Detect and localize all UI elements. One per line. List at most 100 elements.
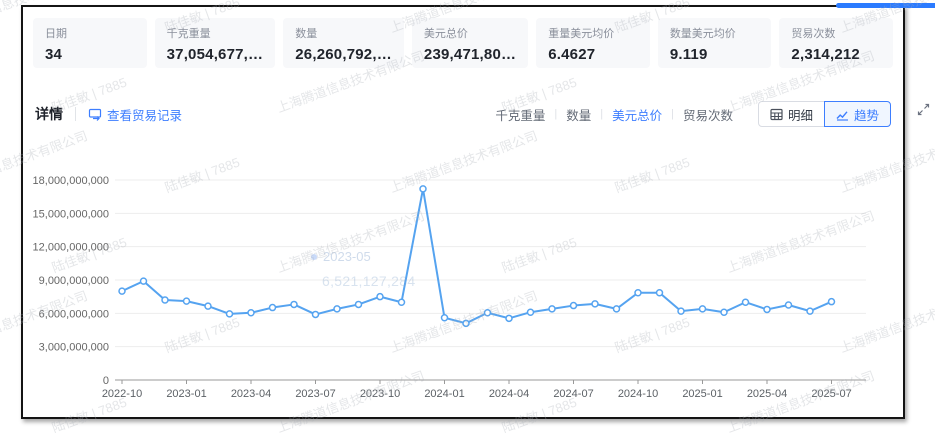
data-point-marker[interactable] [591,300,599,308]
data-point-marker[interactable] [462,319,470,328]
top-accent-bar [836,3,935,8]
data-point-marker[interactable] [784,301,793,309]
y-axis-tick-label: 15,000,000,000 [33,208,109,220]
card-value: 37,054,677,… [166,46,264,63]
summary-card: 数量美元均价 9.119 [657,18,772,68]
x-axis-tick-label: 2024-10 [618,388,658,400]
summary-card: 重量美元均价 6.4627 [536,18,650,68]
data-point-marker[interactable] [612,305,621,313]
card-value: 239,471,80… [423,46,517,63]
data-point-marker[interactable] [139,277,148,285]
metric-tab-4[interactable]: 贸易次数 [682,108,733,123]
data-point-marker[interactable] [354,300,363,309]
toggle-button-detail[interactable]: 明细 [757,101,825,127]
card-value: 34 [45,46,63,63]
y-axis-tick-label: 0 [103,375,109,387]
metric-tab-1[interactable]: 千克重量 [495,108,546,123]
summary-cards-row: 日期 34 千克重量 37,054,677,… 数量 26,260,792,… 美元总价 23… [23,7,903,68]
x-axis-tick-label: 2023-10 [360,388,400,400]
data-point-marker[interactable] [333,305,341,313]
x-axis-tick-label: 2022-10 [102,388,142,400]
x-axis-tick-label: 2023-07 [295,388,335,400]
table-icon [770,108,783,121]
toggle-button-label: 明细 [787,108,813,123]
data-point-marker[interactable] [225,310,234,318]
data-point-marker[interactable] [548,305,556,313]
trend-icon [836,108,849,121]
y-axis-tick-label: 6,000,000,000 [39,308,109,320]
data-point-marker[interactable] [720,308,728,316]
metric-tab-3[interactable]: 美元总价 [612,108,663,123]
data-point-marker[interactable] [311,310,320,319]
data-point-marker[interactable] [376,292,384,301]
data-point-marker[interactable] [290,300,298,309]
data-point-marker[interactable] [440,314,449,322]
x-axis-tick-label: 2023-04 [231,388,271,400]
view-trade-records-link[interactable]: 查看贸易记录 [88,105,182,124]
tab-separator: | [671,108,674,120]
toggle-button-trend[interactable]: 趋势 [823,101,891,127]
y-axis-tick-label: 9,000,000,000 [39,275,109,287]
summary-card: 日期 34 [33,18,147,68]
data-point-marker[interactable] [569,301,578,310]
data-point-marker[interactable] [483,309,492,317]
x-axis-tick-label: 2024-01 [424,388,464,400]
view-records-icon [88,107,102,121]
trend-line [121,187,832,325]
y-axis-tick-label: 18,000,000,000 [33,175,109,187]
data-point-marker[interactable] [268,303,277,312]
summary-card: 数量 26,260,792,… [283,18,404,68]
summary-card: 千克重量 37,054,677,… [154,18,276,68]
data-point-marker[interactable] [118,287,126,295]
data-point-marker[interactable] [698,305,707,313]
data-point-marker[interactable] [827,297,836,306]
detail-bar: 详情 查看贸易记录 千克重量 | 数量 | 美元总价 | 贸易次数 明细 趋势 [35,101,891,127]
card-value: 6.4627 [548,46,596,63]
trend-line-chart[interactable]: 0 3,000,000,000 6,000,000,000 9,000,000,000… [23,145,903,413]
y-axis-tick-label: 12,000,000,000 [33,242,109,254]
data-point-marker[interactable] [763,305,771,314]
summary-card: 贸易次数 2,314,212 [779,18,894,68]
data-point-marker[interactable] [204,302,212,310]
card-label: 日期 [45,28,67,40]
x-axis-tick-label: 2024-07 [553,388,593,400]
metric-tab-2[interactable]: 数量 [566,108,592,123]
data-point-marker[interactable] [741,298,750,306]
data-point-marker[interactable] [419,185,427,193]
card-value: 2,314,212 [791,46,860,63]
tab-separator: | [600,108,604,120]
x-axis-tick-label: 2023-01 [166,388,206,400]
data-point-marker[interactable] [247,309,255,317]
data-point-marker[interactable] [677,307,685,315]
toggle-button-label: 趋势 [853,108,879,123]
x-axis-tick-label: 2024-04 [489,388,529,400]
view-toggle-group: 明细 趋势 [757,101,891,127]
data-point-marker[interactable] [182,297,191,305]
data-point-marker[interactable] [161,296,169,304]
x-axis-tick-label: 2025-01 [682,388,722,400]
card-label: 千克重量 [166,28,211,40]
card-label: 美元总价 [423,28,468,40]
view-records-label: 查看贸易记录 [107,108,183,123]
card-label: 重量美元均价 [548,28,615,40]
data-point-marker[interactable] [634,289,642,297]
data-point-marker[interactable] [397,298,406,306]
tab-separator: | [554,108,558,120]
data-point-marker[interactable] [806,307,814,315]
y-axis-tick-label: 3,000,000,000 [39,342,109,354]
data-point-marker[interactable] [505,314,513,323]
expand-icon[interactable] [916,102,931,122]
data-point-marker[interactable] [655,289,664,297]
x-axis-tick-label: 2025-04 [747,388,787,400]
detail-title: 详情 [35,106,63,122]
card-value: 26,260,792,… [295,46,392,63]
card-value: 9.119 [669,46,708,63]
vertical-divider [75,107,76,121]
card-label: 数量美元均价 [669,28,736,40]
data-point-marker[interactable] [526,308,535,316]
card-label: 贸易次数 [791,28,836,40]
trade-stats-panel: 日期 34 千克重量 37,054,677,… 数量 26,260,792,… 美元总价 23… [21,5,905,419]
card-label: 数量 [295,28,318,40]
trend-chart-area[interactable]: 0 3,000,000,000 6,000,000,000 9,000,000,000… [23,145,903,413]
x-axis-tick-label: 2025-07 [811,388,851,400]
